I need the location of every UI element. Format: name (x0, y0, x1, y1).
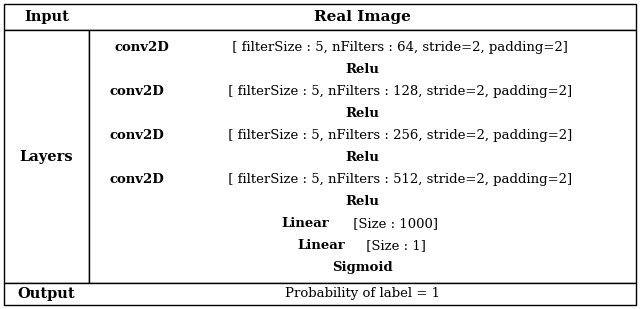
Bar (4, 283, 636, 305)
Text: [Size : 1000]: [Size : 1000] (349, 217, 438, 230)
Text: [ filterSize : 5, nFilters : 128, stride=2, padding=2]: [ filterSize : 5, nFilters : 128, stride… (224, 85, 572, 98)
Text: conv2D: conv2D (109, 173, 164, 186)
Text: Probability of label = 1: Probability of label = 1 (285, 287, 440, 300)
Text: Relu: Relu (346, 63, 380, 76)
Text: Relu: Relu (346, 107, 380, 120)
Text: conv2D: conv2D (109, 129, 164, 142)
Text: Sigmoid: Sigmoid (332, 261, 393, 274)
Bar (90, 30, 636, 283)
Text: Output: Output (18, 287, 76, 301)
Text: Layers: Layers (20, 150, 74, 163)
Text: Linear: Linear (298, 239, 345, 252)
Text: [ filterSize : 5, nFilters : 64, stride=2, padding=2]: [ filterSize : 5, nFilters : 64, stride=… (228, 40, 568, 53)
Text: [Size : 1]: [Size : 1] (362, 239, 426, 252)
Text: Input: Input (24, 10, 69, 24)
Text: conv2D: conv2D (115, 40, 170, 53)
Bar (4, 4, 636, 30)
Text: Real Image: Real Image (314, 10, 411, 24)
Text: conv2D: conv2D (109, 85, 164, 98)
Text: Relu: Relu (346, 195, 380, 208)
Text: Linear: Linear (281, 217, 329, 230)
Text: [ filterSize : 5, nFilters : 256, stride=2, padding=2]: [ filterSize : 5, nFilters : 256, stride… (224, 129, 572, 142)
Bar (4, 30, 90, 283)
Text: Relu: Relu (346, 151, 380, 164)
Text: [ filterSize : 5, nFilters : 512, stride=2, padding=2]: [ filterSize : 5, nFilters : 512, stride… (224, 173, 572, 186)
